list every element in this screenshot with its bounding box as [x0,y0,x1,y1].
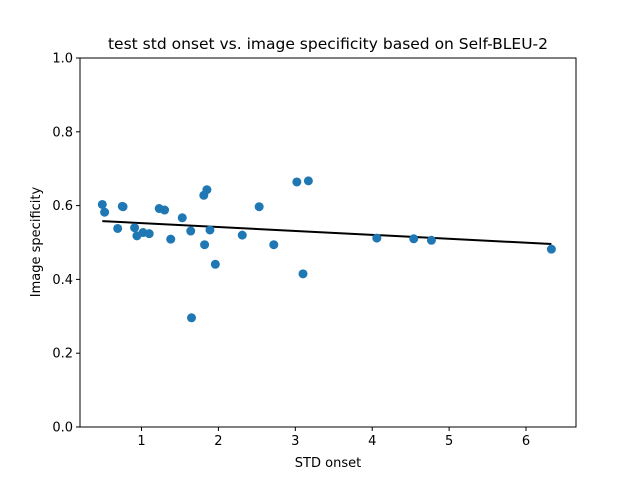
x-tick-label: 1 [137,434,145,449]
fit-line-group [102,220,552,245]
y-tick-label: 0.2 [52,347,73,362]
y-axis: 0.0 0.2 0.4 0.6 0.8 1.0 [52,52,80,436]
x-tick-label: 3 [291,434,299,449]
fit-line [102,220,552,245]
data-point [100,207,110,217]
axes-frame [79,57,577,428]
x-tick-label: 5 [445,434,453,449]
data-point [160,205,170,215]
x-tick-label: 6 [522,434,530,449]
chart-title: test std onset vs. image specificity bas… [108,35,548,53]
data-point [118,202,128,212]
data-point [97,199,107,209]
data-points [97,176,556,323]
data-point [409,234,419,244]
x-tick-label: 2 [214,434,222,449]
data-point [210,259,220,269]
x-tick-label: 4 [368,434,376,449]
y-tick-label: 0.0 [52,421,73,436]
data-point [113,223,123,233]
data-point [303,176,313,186]
data-point [187,313,197,323]
data-point [130,223,140,233]
y-tick-label: 0.4 [52,273,73,288]
y-axis-label: Image specificity [29,187,44,298]
data-point [200,240,210,250]
data-point [177,213,187,223]
data-point [298,269,308,279]
y-tick-label: 0.6 [52,199,73,214]
data-point [426,235,436,245]
data-point [166,234,176,244]
data-point [144,229,154,239]
data-point [254,202,264,212]
data-point [269,240,279,250]
data-point [202,185,212,195]
data-point [546,244,556,254]
data-point [292,177,302,187]
x-axis-label: STD onset [295,456,361,471]
data-point [205,225,215,235]
data-point [237,230,247,240]
data-point [186,226,196,236]
x-axis: 1 2 3 4 5 6 [137,427,530,449]
data-point [372,233,382,243]
y-tick-label: 0.8 [52,125,73,140]
y-tick-label: 1.0 [52,52,73,67]
